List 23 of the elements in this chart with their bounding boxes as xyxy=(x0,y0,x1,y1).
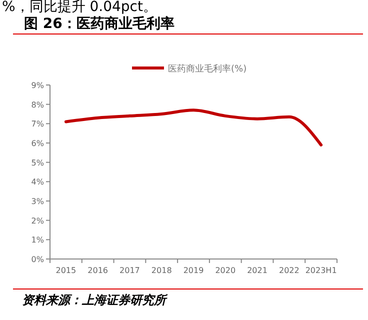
x-tick-label: 2023H1 xyxy=(305,266,337,275)
y-tick-label: 9% xyxy=(31,81,44,90)
y-tick-label: 7% xyxy=(31,120,44,129)
x-tick-label: 2020 xyxy=(215,266,236,275)
x-tick-label: 2017 xyxy=(120,266,140,275)
y-tick-label: 2% xyxy=(31,216,44,226)
x-tick-label: 2021 xyxy=(247,266,268,275)
x-tick-label: 2016 xyxy=(88,266,108,275)
x-tick-label: 2019 xyxy=(183,266,204,275)
chart-title: 图 26：医药商业毛利率 xyxy=(24,15,174,32)
y-tick-label: 0% xyxy=(31,255,44,264)
y-tick-label: 3% xyxy=(31,197,44,206)
y-tick-label: 8% xyxy=(31,100,44,110)
text: 资料来源：上海证券研究所 xyxy=(22,293,168,307)
y-tick-label: 6% xyxy=(31,139,44,148)
legend-label: 医药商业毛利率(%) xyxy=(168,64,247,74)
y-tick-label: 4% xyxy=(31,178,44,187)
x-tick-label: 2022 xyxy=(278,266,300,275)
line-series xyxy=(64,108,323,146)
x-tick-label: 2018 xyxy=(151,266,172,275)
y-tick-label: 1% xyxy=(31,236,44,245)
y-tick-label: 5% xyxy=(31,158,44,168)
x-tick-label: 2015 xyxy=(56,266,76,275)
